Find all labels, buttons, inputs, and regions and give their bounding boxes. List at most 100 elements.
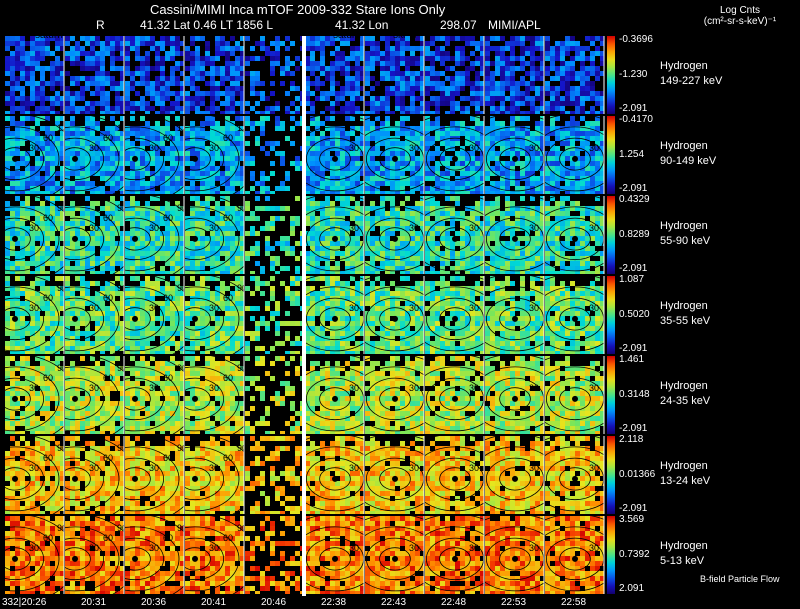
data-pixel (70, 231, 75, 236)
data-pixel (175, 91, 180, 96)
data-pixel (15, 251, 20, 256)
data-pixel (35, 236, 40, 241)
data-pixel (110, 156, 115, 161)
data-pixel (595, 236, 600, 241)
data-pixel (495, 191, 500, 194)
data-pixel (390, 86, 395, 91)
data-pixel (410, 211, 415, 216)
data-pixel (225, 246, 230, 251)
data-pixel (495, 206, 500, 211)
data-pixel (195, 221, 200, 226)
data-pixel (220, 76, 225, 81)
data-pixel (515, 91, 520, 96)
data-pixel (140, 156, 145, 161)
data-pixel (435, 126, 440, 131)
data-pixel (370, 206, 375, 211)
data-pixel (470, 141, 475, 146)
data-pixel (145, 156, 150, 161)
data-pixel (530, 61, 535, 66)
data-pixel (210, 96, 215, 101)
data-pixel (480, 181, 484, 186)
data-pixel (475, 261, 480, 266)
data-pixel (120, 216, 124, 221)
data-pixel (45, 111, 50, 114)
data-pixel (265, 226, 270, 231)
data-pixel (250, 121, 255, 126)
data-pixel (340, 201, 345, 206)
data-pixel (40, 236, 45, 241)
data-pixel (460, 151, 465, 156)
data-pixel (430, 76, 435, 81)
data-pixel (565, 121, 570, 126)
data-pixel (385, 221, 390, 226)
flow-direction-marker (572, 155, 578, 162)
data-pixel (590, 136, 595, 141)
data-pixel (145, 141, 150, 146)
data-pixel (475, 226, 480, 231)
data-pixel (505, 201, 510, 206)
data-pixel (40, 281, 45, 286)
data-pixel (415, 211, 420, 216)
data-pixel (475, 46, 480, 51)
data-pixel (450, 121, 455, 126)
data-pixel (155, 91, 160, 96)
data-pixel (420, 141, 424, 146)
data-pixel (285, 46, 290, 51)
data-pixel (445, 271, 450, 274)
data-pixel (30, 56, 35, 61)
data-pixel (500, 226, 505, 231)
data-pixel (270, 41, 275, 46)
data-pixel (105, 141, 110, 146)
data-pixel (600, 91, 604, 96)
data-pixel (25, 171, 30, 176)
data-pixel (260, 126, 265, 131)
data-pixel (150, 151, 155, 156)
data-pixel (120, 161, 124, 166)
data-pixel (475, 96, 480, 101)
data-pixel (200, 261, 205, 266)
data-pixel (215, 236, 220, 241)
data-pixel (390, 126, 395, 131)
data-pixel (15, 211, 20, 216)
data-pixel (550, 76, 555, 81)
data-pixel (145, 251, 150, 256)
data-pixel (225, 136, 230, 141)
data-pixel (285, 241, 290, 246)
data-pixel (435, 131, 440, 136)
data-pixel (40, 191, 45, 194)
data-pixel (470, 246, 475, 251)
data-pixel (310, 41, 315, 46)
data-pixel (140, 186, 145, 191)
data-pixel (315, 191, 320, 194)
data-pixel (505, 96, 510, 101)
data-pixel (545, 161, 550, 166)
data-pixel (330, 226, 335, 231)
data-pixel (405, 231, 410, 236)
data-pixel (515, 141, 520, 146)
data-pixel (515, 176, 520, 181)
data-pixel (445, 176, 450, 181)
data-pixel (235, 216, 240, 221)
data-pixel (50, 216, 55, 221)
data-pixel (425, 246, 430, 251)
data-pixel (25, 71, 30, 76)
data-pixel (430, 266, 435, 271)
data-pixel (35, 196, 40, 201)
subtitle-lat: 41.32 Lat 0.46 LT 1856 L (140, 18, 274, 32)
data-pixel (455, 161, 460, 166)
data-pixel (435, 86, 440, 91)
data-pixel (160, 206, 165, 211)
data-pixel (400, 171, 405, 176)
data-pixel (150, 146, 155, 151)
data-pixel (380, 161, 385, 166)
data-pixel (210, 261, 215, 266)
data-pixel (105, 256, 110, 261)
data-pixel (190, 71, 195, 76)
data-pixel (135, 251, 140, 256)
data-pixel (435, 146, 440, 151)
data-pixel (65, 211, 70, 216)
data-pixel (310, 166, 315, 171)
data-pixel (230, 216, 235, 221)
data-pixel (180, 261, 184, 266)
data-pixel (240, 156, 244, 161)
